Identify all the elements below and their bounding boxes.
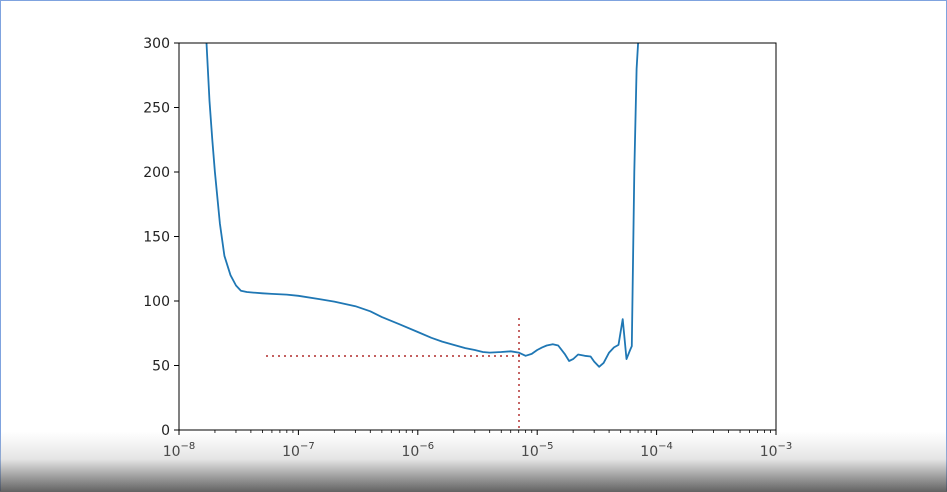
annotation-layer <box>266 318 520 430</box>
series-line-0 <box>205 43 639 368</box>
x-tick-label: 10−3 <box>760 441 793 460</box>
x-tick-label: 10−8 <box>163 441 196 460</box>
y-tick-label: 0 <box>161 423 170 439</box>
x-tick-label: 10−4 <box>640 441 673 460</box>
series-layer <box>205 43 639 368</box>
plot-area <box>179 43 776 430</box>
x-tick-label: 10−7 <box>282 441 315 460</box>
y-axis: 0 50 100 150 200 250 300 <box>143 36 179 439</box>
x-tick-label: 10−6 <box>402 441 435 460</box>
y-tick-label: 50 <box>152 359 170 375</box>
x-tick-label: 10−5 <box>521 441 554 460</box>
y-tick-label: 100 <box>143 294 170 310</box>
y-tick-label: 250 <box>143 101 170 117</box>
y-tick-label: 300 <box>143 36 170 52</box>
x-axis: 10−8 10−7 10−6 10−5 10−4 10−3 <box>163 430 793 460</box>
y-tick-label: 150 <box>143 230 170 246</box>
y-tick-label: 200 <box>143 165 170 181</box>
